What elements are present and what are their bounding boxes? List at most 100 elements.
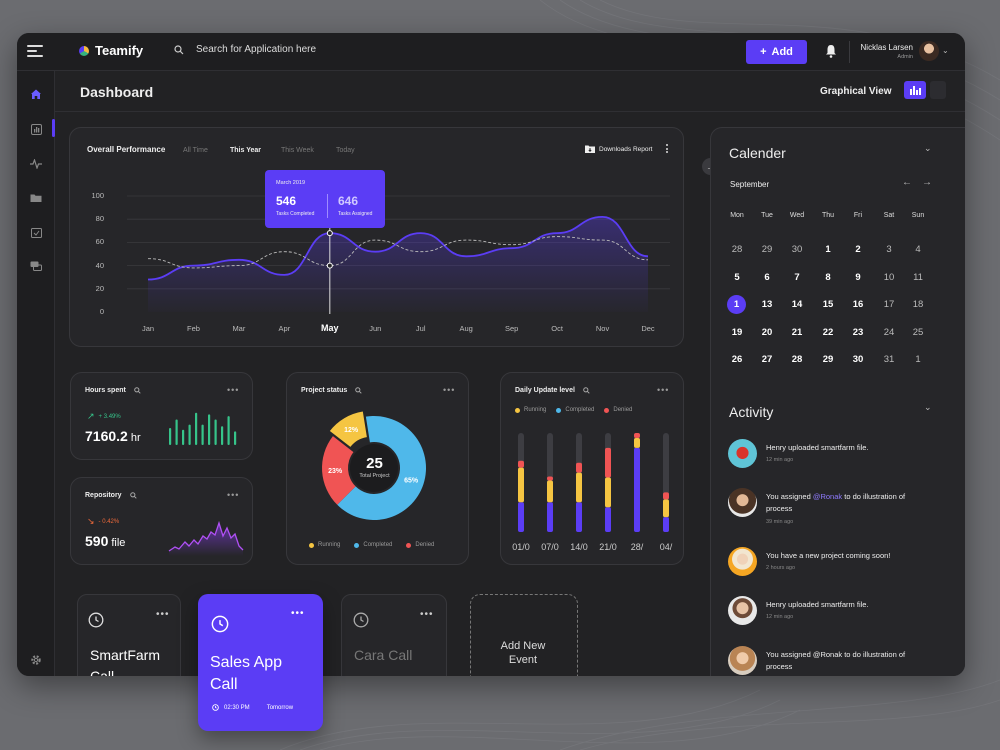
calendar-day[interactable]: 16 — [852, 299, 864, 310]
search-icon[interactable] — [355, 387, 362, 394]
more-options-icon[interactable]: ••• — [443, 385, 456, 395]
more-options-icon[interactable]: ••• — [291, 608, 305, 619]
hours-bar — [227, 416, 230, 445]
event-card-smartfarm[interactable]: ••• SmartFarm Call — [77, 594, 181, 676]
legend-completed: Completed — [556, 407, 594, 413]
search-bar[interactable]: Search for Application here — [174, 44, 316, 55]
app-logo[interactable]: Teamify — [79, 43, 143, 58]
arrow-left-icon[interactable]: ← — [902, 177, 912, 188]
notification-bell-icon[interactable] — [825, 44, 837, 58]
sidebar — [17, 71, 55, 676]
activity-item[interactable]: Henry uploaded smartfarm file. 12 min ag… — [728, 439, 958, 471]
list-view-button[interactable] — [930, 81, 946, 99]
sidebar-item-messages[interactable] — [29, 259, 43, 273]
calendar-day[interactable]: 9 — [855, 271, 861, 283]
add-new-event-button[interactable]: Add New Event — [470, 594, 578, 676]
calendar-day[interactable]: 6 — [764, 271, 770, 283]
search-icon[interactable] — [129, 492, 137, 499]
calendar-check-icon — [30, 227, 42, 238]
user-avatar[interactable] — [919, 41, 939, 61]
activity-item[interactable]: Henry uploaded smartfarm file. 12 min ag… — [728, 596, 958, 628]
calendar-day[interactable]: 5 — [734, 271, 740, 283]
arrow-right-icon[interactable]: → — [922, 177, 932, 188]
activity-item[interactable]: You have a new project coming soon! 2 ho… — [728, 547, 958, 579]
sidebar-item-reports[interactable] — [29, 122, 43, 136]
calendar-day[interactable]: 21 — [791, 326, 803, 338]
hours-bar-sparkline — [169, 412, 237, 445]
chevron-down-icon[interactable]: ⌄ — [924, 143, 932, 153]
calendar-day[interactable]: 15 — [822, 299, 834, 310]
sidebar-item-activity[interactable] — [29, 157, 43, 171]
legend-running: Running — [309, 542, 340, 548]
x-tick-label: Sep — [504, 324, 519, 333]
event-day: Tomorrow — [266, 704, 294, 711]
repository-card: Repository ••• ↘ - 0.42% 590 file — [70, 477, 253, 565]
event-card-sales-app[interactable]: ••• Sales App Call 02:30 PM Tomorrow — [198, 594, 323, 731]
calendar-day[interactable]: 2 — [855, 244, 861, 255]
daily-bar-segment-yellow — [518, 467, 524, 503]
more-options-icon[interactable]: ••• — [227, 385, 240, 395]
calendar-day[interactable]: 30 — [791, 244, 803, 255]
calendar-day[interactable]: 4 — [915, 244, 921, 255]
calendar-day[interactable]: 27 — [761, 354, 773, 365]
calendar-day[interactable]: 28 — [791, 354, 803, 365]
calendar-day[interactable]: 1 — [825, 244, 831, 255]
event-card-cara[interactable]: ••• Cara Call — [341, 594, 447, 676]
more-options-icon[interactable]: ••• — [156, 609, 170, 620]
calendar-day[interactable]: 10 — [883, 271, 895, 283]
activity-item[interactable]: You assigned @Ronak to do illustration o… — [728, 488, 958, 530]
activity-item[interactable]: You assigned @Ronak to do illustration o… — [728, 646, 958, 676]
calendar-day-selected[interactable]: 1 — [727, 295, 746, 314]
calendar-day[interactable]: 18 — [912, 299, 924, 310]
calendar-day[interactable]: 20 — [761, 326, 773, 338]
more-options-icon[interactable]: ••• — [657, 385, 670, 395]
calendar-day[interactable]: 19 — [731, 326, 743, 338]
calendar-day[interactable]: 29 — [761, 244, 773, 255]
calendar-day[interactable]: 11 — [913, 271, 923, 283]
calendar-day[interactable]: 23 — [852, 326, 864, 338]
calendar-day[interactable]: 7 — [794, 271, 800, 283]
more-options-icon[interactable]: ••• — [420, 609, 434, 620]
calendar-day[interactable]: 30 — [852, 354, 864, 365]
search-input[interactable]: Search for Application here — [196, 44, 317, 55]
chevron-down-icon[interactable]: ⌄ — [942, 46, 949, 55]
sidebar-item-calendar[interactable] — [29, 225, 43, 239]
legend-denied: Denied — [406, 542, 434, 548]
calendar-day[interactable]: 13 — [761, 299, 773, 310]
chevron-down-icon[interactable]: ⌄ — [924, 402, 932, 412]
search-icon[interactable] — [134, 387, 141, 394]
weekday-label: Thu — [821, 212, 835, 219]
calendar-day[interactable]: 28 — [731, 244, 743, 255]
download-report-button[interactable]: Downloads Report — [585, 145, 652, 153]
calendar-day[interactable]: 22 — [822, 326, 834, 338]
calendar-day[interactable]: 17 — [883, 299, 895, 310]
mention-link[interactable]: @Ronak — [812, 492, 843, 501]
daily-bar-segment-yellow — [576, 472, 582, 503]
user-info[interactable]: Nicklas Larsen Admin — [857, 43, 913, 60]
calendar-day[interactable]: 14 — [791, 299, 803, 310]
calendar-day[interactable]: 1 — [915, 354, 921, 365]
daily-bar-segment-purple — [547, 502, 553, 532]
calendar-day[interactable]: 3 — [886, 244, 892, 255]
calendar-day[interactable]: 31 — [883, 354, 895, 365]
calendar-day[interactable]: 25 — [912, 326, 924, 338]
graphical-view-button[interactable] — [904, 81, 926, 99]
daily-bar-segment-red — [663, 492, 669, 500]
more-options-icon[interactable]: ••• — [227, 490, 240, 500]
add-button[interactable]: + Add — [746, 40, 807, 64]
tab-today[interactable]: Today — [336, 147, 355, 154]
sidebar-item-files[interactable] — [29, 191, 43, 205]
hamburger-menu-icon[interactable] — [27, 45, 43, 59]
daily-bar-segment-red — [605, 447, 611, 478]
calendar-day[interactable]: 26 — [731, 354, 743, 365]
tab-this-week[interactable]: This Week — [281, 147, 314, 154]
calendar-day[interactable]: 24 — [883, 326, 895, 338]
sidebar-item-home[interactable] — [29, 87, 43, 101]
tab-all-time[interactable]: All Time — [183, 147, 208, 154]
more-options-icon[interactable] — [666, 144, 668, 155]
sidebar-item-settings[interactable] — [29, 653, 43, 667]
calendar-day[interactable]: 8 — [825, 271, 831, 283]
tab-this-year[interactable]: This Year — [230, 147, 262, 154]
calendar-day[interactable]: 29 — [822, 354, 834, 365]
search-icon[interactable] — [583, 387, 590, 394]
